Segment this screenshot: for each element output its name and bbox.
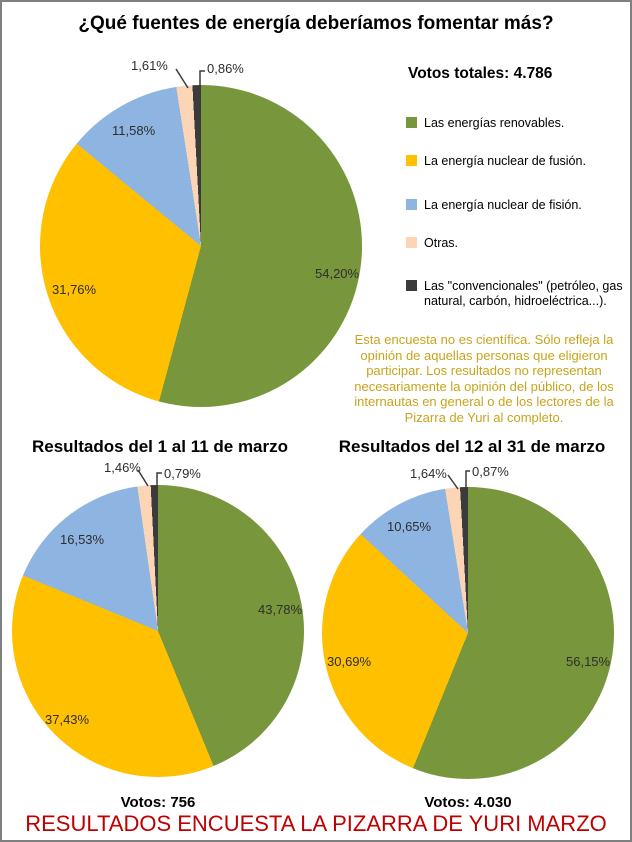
legend-item-fusion: La energía nuclear de fusión. <box>406 154 626 169</box>
legend-label: Las energías renovables. <box>424 116 565 130</box>
pie1-value-label-renewables: 43,78% <box>258 602 303 617</box>
pie-total-value-label-others: 1,61% <box>131 58 168 73</box>
pie1-value-label-conventional: 0,79% <box>164 466 201 481</box>
legend-swatch-fusion <box>406 155 417 166</box>
legend-item-fission: La energía nuclear de fisión. <box>406 198 626 213</box>
votes-count-march-12-31: Votos: 4.030 <box>424 794 512 811</box>
chart-title-march-12-31: Resultados del 12 al 31 de marzo <box>338 437 606 456</box>
legend-label: Otras. <box>424 236 459 250</box>
pie2-value-label-renewables: 56,15% <box>566 654 611 669</box>
legend-swatch-fission <box>406 199 417 210</box>
legend-swatch-conventional <box>406 280 417 291</box>
disclaimer-text: Esta encuesta no es científica. Sólo ref… <box>354 332 614 425</box>
pie2-value-label-fission: 10,65% <box>387 519 432 534</box>
legend-label: Las "convencionales" (petróleo, gas natu… <box>424 279 623 308</box>
pie-total-value-label-fusion: 31,76% <box>52 282 97 297</box>
legend-swatch-others <box>406 237 417 248</box>
pie1-value-label-fission: 16,53% <box>60 532 105 547</box>
chart-title-march-1-11: Resultados del 1 al 11 de marzo <box>31 437 289 456</box>
pie2-value-label-fusion: 30,69% <box>327 654 372 669</box>
pie1-value-label-fusion: 37,43% <box>45 712 90 727</box>
pie1-value-label-others: 1,46% <box>104 460 141 475</box>
pie-chart-march-12-31 <box>322 487 614 779</box>
page-title: ¿Qué fuentes de energía deberíamos fomen… <box>78 13 554 34</box>
pie2-value-label-others: 1,64% <box>410 466 447 481</box>
pie-total-value-label-conventional: 0,86% <box>207 61 244 76</box>
total-votes-label: Votos totales: 4.786 <box>408 65 553 82</box>
legend-item-others: Otras. <box>406 236 626 251</box>
legend-label: La energía nuclear de fusión. <box>424 154 586 168</box>
pie-total-value-label-fission: 11,58% <box>112 123 156 138</box>
legend-item-conventional: Las "convencionales" (petróleo, gas natu… <box>406 279 626 308</box>
pie-chart-march-1-11 <box>12 485 304 777</box>
votes-count-march-1-11: Votos: 756 <box>120 794 196 811</box>
pie2-value-label-conventional: 0,87% <box>472 464 509 479</box>
legend-swatch-renewables <box>406 117 417 128</box>
legend-label: La energía nuclear de fisión. <box>424 198 582 212</box>
pie-total-value-label-renewables: 54,20% <box>315 266 360 281</box>
legend-item-renewables: Las energías renovables. <box>406 116 626 131</box>
pie-chart-total <box>40 85 362 407</box>
footer-banner: RESULTADOS ENCUESTA LA PIZARRA DE YURI M… <box>25 811 607 840</box>
